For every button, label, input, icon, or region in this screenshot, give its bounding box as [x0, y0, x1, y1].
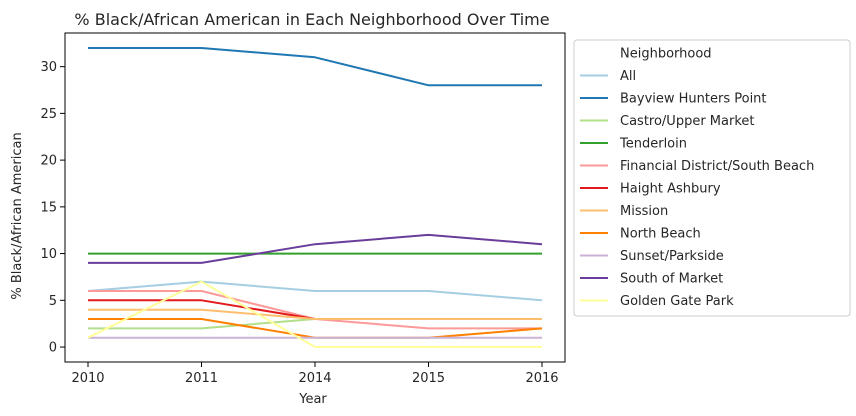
legend: Neighborhood All Bayview Hunters Point Cast… [573, 39, 851, 317]
legend-item-label: Tenderloin [619, 137, 687, 152]
y-axis-label: % Black/African American [10, 132, 25, 299]
legend-item-label: Bayview Hunters Point [620, 92, 767, 107]
x-tick-label: 2011 [185, 371, 218, 386]
legend-title: Neighborhood [620, 47, 712, 62]
series-line [87, 280, 543, 302]
chart-title: % Black/African American in Each Neighbo… [74, 10, 549, 29]
series-line [88, 308, 542, 320]
y-tick-label: 25 [40, 107, 57, 122]
x-tick-label: 2015 [412, 371, 445, 386]
legend-item-label: All [620, 69, 636, 84]
y-tick-label: 15 [40, 200, 57, 215]
x-axis-label: Year [298, 392, 327, 407]
legend-item-label: Mission [620, 204, 668, 219]
legend-item-label: Sunset/Parkside [620, 249, 724, 264]
legend-item-label: Haight Ashbury [620, 182, 721, 197]
legend-item-label: South of Market [620, 272, 723, 287]
y-tick-label: 10 [40, 247, 57, 262]
y-tick-label: 5 [49, 294, 57, 309]
series-line [88, 318, 542, 330]
plot-area: 0 5 10 15 20 25 30 2010 2011 2014 2015 2016 [40, 32, 566, 386]
legend-frame [573, 39, 851, 317]
legend-item-label: Castro/Upper Market [620, 114, 755, 129]
x-tick-label: 2010 [71, 371, 104, 386]
series-line [88, 47, 542, 87]
legend-item-label: Financial District/South Beach [620, 159, 814, 174]
y-tick-label: 20 [40, 154, 57, 169]
series-line [88, 233, 543, 264]
y-tick-label: 0 [49, 341, 57, 356]
legend-item-label: North Beach [620, 227, 701, 242]
x-tick-label: 2014 [298, 371, 331, 386]
legend-item-label: Golden Gate Park [620, 294, 734, 309]
x-tick-label: 2016 [525, 371, 558, 386]
series-line [87, 280, 542, 348]
y-tick-label: 30 [40, 60, 57, 75]
